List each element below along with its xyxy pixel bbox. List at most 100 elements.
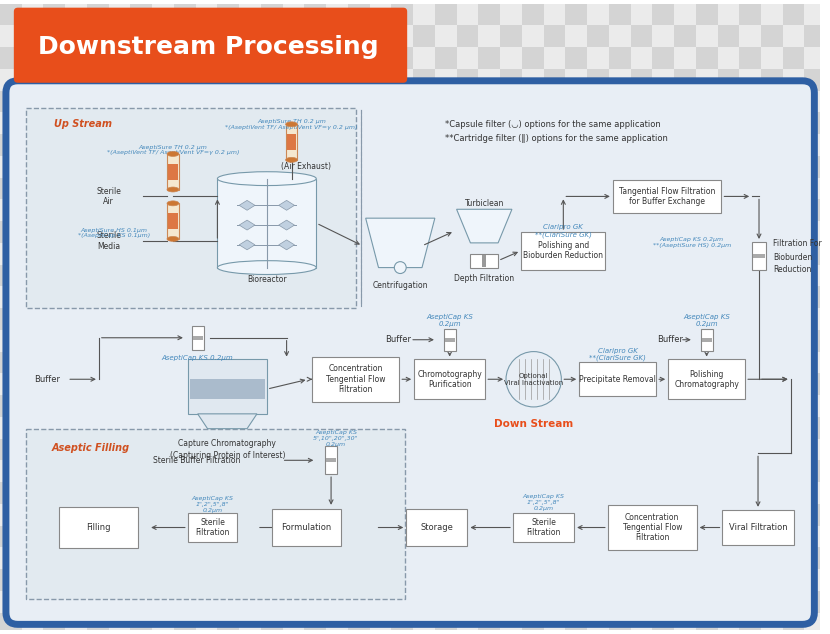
Bar: [196, 91, 217, 112]
Bar: [22, 591, 43, 612]
Bar: [608, 612, 631, 634]
Text: Down Stream: Down Stream: [494, 418, 574, 429]
Bar: [717, 25, 740, 47]
Text: Chromotography
Purification: Chromotography Purification: [417, 370, 482, 389]
Text: (Air Exhaust): (Air Exhaust): [281, 162, 331, 171]
Bar: [261, 221, 283, 243]
Bar: [544, 330, 565, 352]
Bar: [413, 439, 435, 460]
Text: Precipitate Removal: Precipitate Removal: [579, 375, 657, 384]
Bar: [696, 134, 717, 156]
Bar: [239, 112, 261, 134]
Bar: [152, 460, 174, 482]
Bar: [283, 134, 305, 156]
Bar: [740, 112, 761, 134]
Bar: [413, 112, 435, 134]
Bar: [0, 25, 22, 47]
Bar: [261, 526, 283, 547]
Bar: [826, 439, 830, 460]
Bar: [826, 199, 830, 221]
Bar: [608, 591, 631, 612]
Bar: [674, 526, 696, 547]
Bar: [804, 199, 826, 221]
Bar: [261, 460, 283, 482]
Bar: [435, 134, 457, 156]
Bar: [283, 199, 305, 221]
Bar: [392, 547, 413, 569]
Bar: [392, 417, 413, 439]
Bar: [87, 243, 109, 264]
Bar: [717, 134, 740, 156]
Bar: [369, 264, 392, 287]
Bar: [87, 330, 109, 352]
Bar: [631, 526, 652, 547]
Bar: [804, 178, 826, 199]
Bar: [87, 526, 109, 547]
Bar: [457, 221, 478, 243]
Bar: [326, 221, 348, 243]
Bar: [261, 25, 283, 47]
Bar: [413, 134, 435, 156]
Bar: [348, 243, 369, 264]
Bar: [413, 243, 435, 264]
Bar: [674, 547, 696, 569]
Bar: [283, 69, 305, 91]
Bar: [348, 547, 369, 569]
Bar: [826, 243, 830, 264]
Bar: [239, 199, 261, 221]
Text: **Cartridge filter (‖) options for the same application: **Cartridge filter (‖) options for the s…: [445, 134, 667, 143]
Bar: [544, 287, 565, 308]
Bar: [478, 591, 500, 612]
Bar: [587, 221, 608, 243]
Bar: [66, 482, 87, 504]
Bar: [217, 47, 239, 69]
Bar: [717, 330, 740, 352]
Bar: [457, 417, 478, 439]
Bar: [826, 287, 830, 308]
Bar: [261, 69, 283, 91]
Bar: [696, 264, 717, 287]
Bar: [674, 373, 696, 395]
Bar: [413, 156, 435, 178]
Bar: [196, 591, 217, 612]
Bar: [565, 134, 587, 156]
Bar: [435, 569, 457, 591]
Bar: [608, 330, 631, 352]
Bar: [457, 178, 478, 199]
Bar: [369, 199, 392, 221]
Bar: [608, 69, 631, 91]
Bar: [717, 156, 740, 178]
Bar: [500, 287, 522, 308]
Bar: [326, 4, 348, 25]
Bar: [413, 308, 435, 330]
Bar: [631, 330, 652, 352]
Bar: [565, 417, 587, 439]
Bar: [174, 91, 196, 112]
Bar: [413, 47, 435, 69]
Bar: [174, 417, 196, 439]
Bar: [565, 199, 587, 221]
Bar: [761, 569, 783, 591]
Bar: [631, 178, 652, 199]
Bar: [109, 4, 130, 25]
Bar: [369, 591, 392, 612]
Bar: [826, 264, 830, 287]
Bar: [43, 439, 66, 460]
Bar: [740, 417, 761, 439]
Bar: [261, 308, 283, 330]
Bar: [435, 308, 457, 330]
Bar: [261, 330, 283, 352]
Bar: [804, 91, 826, 112]
Bar: [152, 330, 174, 352]
Bar: [826, 4, 830, 25]
Bar: [217, 134, 239, 156]
Bar: [87, 439, 109, 460]
Bar: [312, 356, 399, 402]
Bar: [87, 547, 109, 569]
Bar: [348, 47, 369, 69]
Bar: [109, 264, 130, 287]
Bar: [305, 439, 326, 460]
Bar: [478, 439, 500, 460]
Bar: [283, 460, 305, 482]
Bar: [783, 482, 804, 504]
